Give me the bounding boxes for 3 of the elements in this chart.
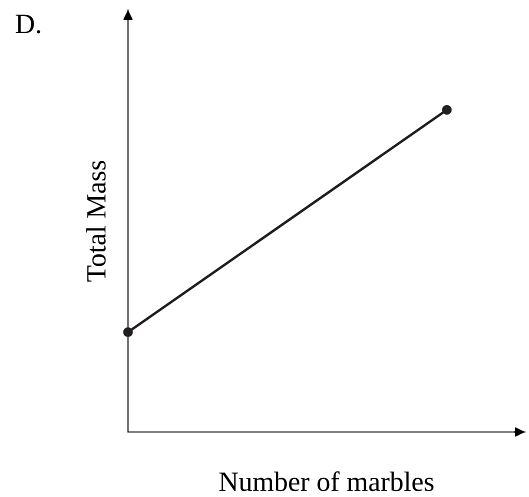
x-axis-title: Number of marbles [219, 471, 434, 492]
chart-title: D. [16, 14, 40, 34]
y-axis-title: Total Mass [86, 160, 106, 282]
